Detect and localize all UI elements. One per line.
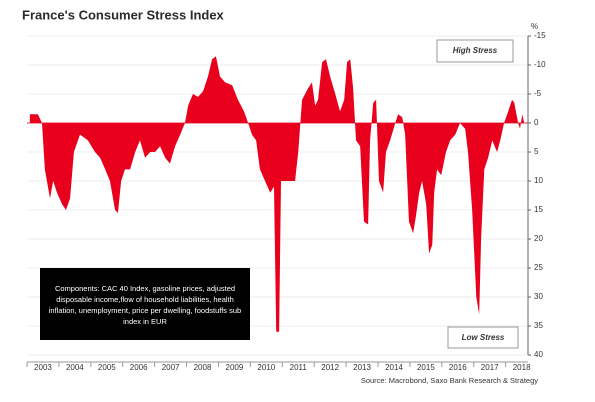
y-tick-label: 35 [534,321,543,330]
components-text: disposable income,flow of household liab… [56,295,234,304]
low-stress-label: Low Stress [462,333,505,342]
area [29,56,525,332]
y-tick-label: 40 [534,350,543,359]
x-tick-label: 2011 [290,363,308,372]
x-tick-label: 2005 [98,363,116,372]
x-tick-label: 2015 [417,363,435,372]
components-box [40,268,250,340]
source: Source: Macrobond, Saxo Bank Research & … [361,376,538,385]
x-tick-label: 2016 [449,363,467,372]
components-text: inflation, unemployment, price per dwell… [49,306,241,315]
x-tick-label: 2003 [34,363,52,372]
components-text: Components: CAC 40 Index, gasoline price… [55,284,235,293]
y-tick-label: 30 [534,292,543,301]
y-tick-label: -10 [534,60,546,69]
y-tick-label: -15 [534,31,546,40]
x-tick-label: 2008 [194,363,212,372]
y-tick-label: 20 [534,234,543,243]
x-tick-label: 2004 [66,363,84,372]
high-stress-label: High Stress [453,46,498,55]
y-tick-label: 0 [534,118,539,127]
chart-title: France's Consumer Stress Index [22,7,225,22]
x-tick-label: 2017 [481,363,499,372]
low-stress-box [447,326,519,349]
y-tick-label: -5 [534,89,542,98]
x-tick-label: 2007 [162,363,180,372]
x-tick-label: 2006 [130,363,148,372]
y-tick-label: 25 [534,263,543,272]
x-tick-label: 2010 [257,363,275,372]
unit-label: % [531,22,538,31]
x-tick-label: 2009 [226,363,244,372]
x-tick-label: 2012 [321,363,339,372]
x-tick-label: 2018 [513,363,531,372]
x-tick-label: 2014 [385,363,403,372]
y-tick-label: 10 [534,176,543,185]
x-tick-label: 2013 [353,363,371,372]
components-text: index in EUR [123,317,167,326]
y-tick-label: 15 [534,205,543,214]
high-stress-box [436,39,514,63]
plot: -15 -10 -5 0 5 10 15 20 25 30 35 40 2003 2004 2005 2006… [26,31,546,372]
y-tick-label: 5 [534,147,539,156]
